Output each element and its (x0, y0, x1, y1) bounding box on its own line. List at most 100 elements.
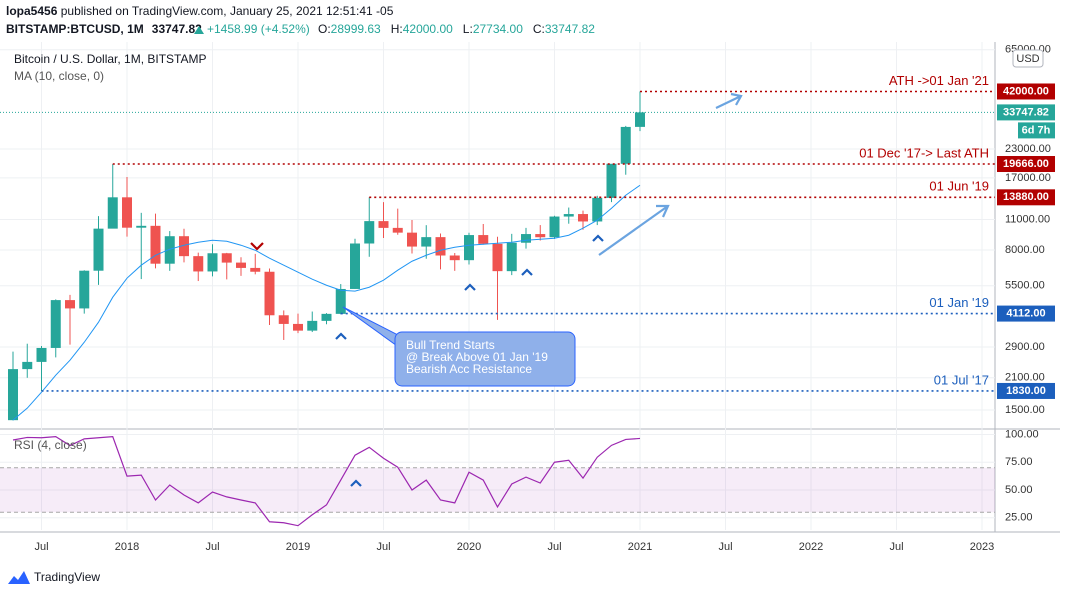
callout-text: Bull Trend Starts (406, 338, 495, 352)
level-label: 19666.00 (1003, 158, 1049, 170)
ohlc-label: L: (463, 22, 473, 36)
candle-body (464, 235, 474, 261)
candle-body (22, 361, 33, 370)
candle-body (207, 253, 218, 272)
last: 33747.82 (152, 22, 202, 36)
candle-body (193, 256, 204, 272)
change: +1458.99 (+4.52%) (207, 22, 310, 36)
x-tick-label: Jul (376, 541, 390, 553)
logo (8, 571, 30, 584)
chevron-up (592, 234, 604, 242)
chevron-down (250, 242, 264, 251)
level-label-box (997, 83, 1055, 100)
y-tick-label: 23000.00 (1005, 143, 1051, 155)
candle-body (179, 236, 189, 257)
candle-body (307, 320, 318, 331)
x-tick-label: 2021 (628, 541, 652, 553)
x-tick-label: 2018 (115, 541, 139, 553)
candle-body (36, 347, 47, 362)
chevron-up (335, 332, 347, 340)
y-tick-label: 75.00 (1005, 456, 1033, 468)
rsi-legend: RSI (4, close) (14, 438, 87, 452)
x-tick-label: 2020 (457, 541, 481, 553)
level-note: ATH ->01 Jan '21 (889, 73, 989, 88)
ohlc-value: 27734.00 (473, 22, 523, 36)
candle-body (164, 236, 175, 264)
candle-body (221, 253, 232, 263)
candle-body (492, 243, 503, 272)
candle-body (150, 225, 161, 264)
ma-line (12, 184, 641, 421)
ohlc-item: O:28999.63 (318, 22, 381, 36)
candle-body (378, 221, 389, 228)
candle-body (435, 237, 446, 256)
chevron-up (521, 268, 533, 276)
chevron-up (350, 479, 362, 487)
rsi-band (0, 467, 995, 513)
rsi-pane (0, 436, 995, 527)
candle-body (549, 216, 560, 238)
markers (250, 92, 743, 487)
ohlc-value: 28999.63 (331, 22, 381, 36)
candle-body (521, 234, 531, 243)
chevron-up (464, 283, 476, 291)
y-tick-label: 11000.00 (1005, 213, 1050, 225)
published: published on TradingView.com, January 25… (61, 4, 394, 18)
level-note: 01 Jan '19 (929, 295, 989, 310)
y-tick-label: 1500.00 (1005, 404, 1045, 416)
y-tick-label: 8000.00 (1005, 244, 1045, 256)
x-tick-label: Jul (205, 541, 219, 553)
symbol: BITSTAMP:BTCUSD, 1M (6, 22, 144, 36)
x-tick-label: 2019 (286, 541, 310, 553)
callout-text: Bearish Acc Resistance (406, 362, 532, 376)
candle-body (264, 271, 275, 316)
level-label: 4112.00 (1006, 307, 1045, 319)
y-tick-label: 5500.00 (1005, 280, 1045, 292)
candle-body (50, 300, 61, 348)
level-label-box (997, 382, 1055, 399)
y-tick-label: 17000.00 (1005, 172, 1051, 184)
main-pane (0, 90, 995, 421)
ohlc-item: C:33747.82 (533, 22, 595, 36)
candle-body (563, 214, 574, 217)
brand: TradingView (34, 570, 100, 584)
ohlc-label: H: (391, 22, 403, 36)
ohlc-item: H:42000.00 (391, 22, 453, 36)
last-price-box (997, 104, 1055, 121)
x-tick-label: 2023 (970, 541, 994, 553)
candle-body (321, 313, 332, 321)
x-tick-label: Jul (547, 541, 561, 553)
publish-line: lopa5456 published on TradingView.com, J… (6, 4, 394, 18)
candle-body (606, 163, 617, 198)
y-tick-label: 2100.00 (1005, 372, 1045, 384)
candle-body (392, 227, 403, 233)
candle-body (478, 235, 489, 244)
candle-body (421, 237, 432, 247)
level-label: 1830.00 (1006, 385, 1046, 397)
candle-body (136, 225, 147, 228)
countdown-box (1018, 122, 1055, 139)
candle-body (535, 234, 546, 238)
currency-box[interactable] (1012, 49, 1044, 68)
level-note: 01 Jul '17 (934, 372, 989, 387)
candle-body (335, 288, 346, 314)
up-arrow (194, 26, 204, 34)
level-label-box (997, 189, 1055, 206)
ohlc-value: 33747.82 (545, 22, 595, 36)
y-tick-label: 25.00 (1005, 512, 1033, 524)
candle-body (293, 323, 303, 331)
x-tick-label: Jul (34, 541, 48, 553)
candle-body (122, 197, 132, 228)
candle-body (407, 232, 417, 247)
y-tick-label: 50.00 (1005, 484, 1033, 496)
candle-body (236, 262, 246, 268)
grid (0, 42, 995, 530)
x-tick-label: Jul (889, 541, 903, 553)
candle-body (350, 243, 360, 289)
last-price-label: 33747.82 (1003, 106, 1049, 118)
callout (394, 331, 576, 387)
candle-body (107, 197, 118, 229)
candle-body (79, 270, 90, 309)
trend-arrow (598, 204, 670, 256)
